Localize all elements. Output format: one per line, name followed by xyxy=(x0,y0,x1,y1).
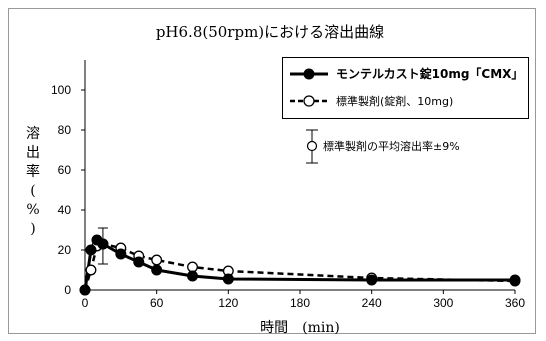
data-point-standard xyxy=(187,261,198,273)
x-tick-label: 360 xyxy=(505,296,525,310)
legend-item-standard: 標準製剤(錠剤、10mg) xyxy=(290,94,453,108)
y-axis-label: 溶出率(%) xyxy=(26,126,40,237)
y-tick-label: 0 xyxy=(64,283,71,297)
legend-label-standard: 標準製剤(錠剤、10mg) xyxy=(336,94,453,108)
error-bar-layer xyxy=(97,227,108,265)
data-point-cmx xyxy=(79,284,91,296)
legend-error-open-circle xyxy=(306,140,318,152)
data-point-cmx xyxy=(509,274,521,286)
legend-label-cmx: モンテルカスト錠10mg「CMX」 xyxy=(336,66,523,81)
legend-error-label: 標準製剤の平均溶出率±9% xyxy=(323,139,460,153)
data-point-cmx xyxy=(222,273,234,285)
legend-open-circle-marker xyxy=(303,95,315,107)
data-point-cmx xyxy=(115,248,127,260)
y-tick-group: 0 20 40 60 80 100 xyxy=(51,83,85,297)
y-tick-label: 60 xyxy=(58,163,72,177)
legend-item-error-bar: 標準製剤の平均溶出率±9% xyxy=(306,129,460,164)
x-tick-label: 180 xyxy=(290,296,310,310)
data-point-standard xyxy=(85,264,97,276)
y-tick-label: 100 xyxy=(51,83,71,97)
x-tick-label: 120 xyxy=(218,296,238,310)
legend-box xyxy=(282,57,529,119)
series-layer xyxy=(79,234,521,296)
data-point-cmx xyxy=(133,256,145,268)
x-tick-label: 60 xyxy=(150,296,164,310)
data-point-cmx xyxy=(366,274,378,286)
legend-item-cmx: モンテルカスト錠10mg「CMX」 xyxy=(290,66,523,81)
x-tick-label: 300 xyxy=(433,296,453,310)
y-tick-label: 20 xyxy=(58,243,72,257)
data-point-cmx xyxy=(187,270,198,282)
legend-filled-circle-marker xyxy=(303,68,315,80)
x-tick-label: 240 xyxy=(362,296,382,310)
chart-border xyxy=(8,8,536,334)
y-tick-label: 80 xyxy=(58,123,72,137)
y-tick-label: 40 xyxy=(58,203,72,217)
chart-title: pH6.8(50rpm)における溶出曲線 xyxy=(156,23,384,41)
series-line-cmx xyxy=(83,238,515,291)
data-point-cmx xyxy=(85,244,97,256)
x-tick-label: 0 xyxy=(82,296,89,310)
x-axis-label: 時間 (min) xyxy=(260,320,340,336)
data-point-cmx xyxy=(151,264,163,276)
svg-text:溶出率(%): 溶出率(%) xyxy=(26,126,40,237)
data-point-standard xyxy=(151,254,163,266)
x-tick-group: 0 60 120 180 240 300 360 xyxy=(82,290,525,310)
